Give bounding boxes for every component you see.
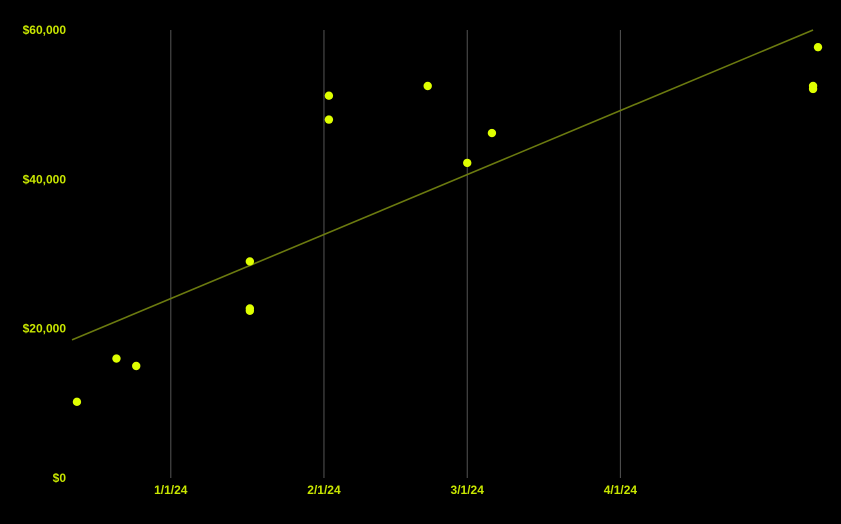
data-point [245,257,255,266]
data-point [324,115,334,124]
data-point [487,128,497,138]
x-tick-label: 2/1/24 [307,483,341,497]
data-point [813,42,823,52]
x-tick-label: 1/1/24 [154,483,188,497]
data-point [112,354,121,363]
data-points [72,42,823,407]
y-axis-labels: $0 $20,000 $40,000 $60,000 [23,23,67,485]
data-point [72,397,82,407]
trendline [71,29,814,341]
y-tick-label: $60,000 [23,23,67,37]
data-point [808,84,818,94]
y-tick-label: $0 [53,471,67,485]
data-point [324,91,334,100]
data-point [463,158,472,168]
gridlines [170,30,621,478]
y-tick-label: $20,000 [23,322,67,336]
data-point [423,81,432,91]
trendline-group [71,29,814,341]
x-tick-label: 3/1/24 [451,483,485,497]
x-tick-label: 4/1/24 [604,483,638,497]
data-point [245,306,255,315]
data-point [132,361,141,371]
x-axis-labels: 1/1/24 2/1/24 3/1/24 4/1/24 [154,483,637,497]
y-tick-label: $40,000 [23,172,67,186]
